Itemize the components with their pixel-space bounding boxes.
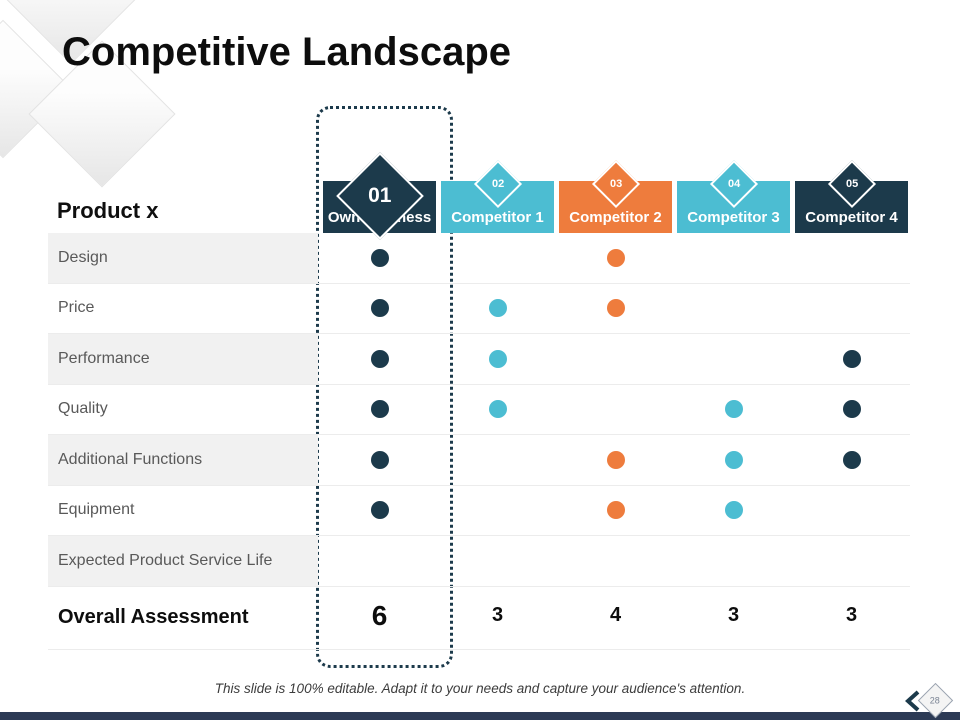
row-label: Quality (58, 400, 108, 418)
rating-dot (370, 501, 389, 520)
column-header-label: Competitor 4 (805, 209, 898, 226)
slide-title: Competitive Landscape (62, 30, 512, 74)
rating-dot (606, 299, 625, 318)
rating-dot (606, 450, 625, 469)
row-label: Additional Functions (48, 435, 318, 485)
rating-dot (370, 248, 389, 267)
summary-row: Overall Assessment 6 3 4 3 3 (48, 587, 910, 650)
rating-dot (370, 299, 389, 318)
rating-dot (842, 450, 861, 469)
column-number: 04 (727, 178, 740, 190)
rating-dot (606, 248, 625, 267)
rating-dot (724, 450, 743, 469)
rating-dot (370, 450, 389, 469)
bottom-accent-bar (0, 712, 960, 720)
row-label: Performance (48, 334, 318, 384)
table-row: Performance (48, 334, 910, 385)
page-number-diamond: 28 (917, 682, 954, 719)
summary-value: 3 (727, 603, 740, 626)
column-number: 05 (845, 178, 858, 190)
rating-dot (488, 349, 507, 368)
summary-value: 6 (371, 599, 388, 631)
rating-dot (606, 501, 625, 520)
column-header: Competitor 1 (441, 181, 554, 233)
rating-dot (370, 400, 389, 419)
rating-dot (488, 400, 507, 419)
column-number: 03 (609, 178, 622, 190)
rating-dot (842, 349, 861, 368)
page-number: 28 (930, 695, 941, 706)
rating-dot (724, 400, 743, 419)
back-chevron-icon[interactable] (904, 690, 920, 712)
row-label: Expected Product Service Life (48, 536, 318, 586)
footer-note: This slide is 100% editable. Adapt it to… (214, 681, 746, 696)
row-label: Design (48, 233, 318, 283)
rating-dot (842, 400, 861, 419)
product-label: Product x (57, 198, 159, 223)
summary-row-label: Overall Assessment (58, 606, 249, 628)
own-business-highlight-border (316, 106, 453, 668)
slide-pager: 28 (904, 682, 954, 719)
rating-dot (488, 299, 507, 318)
table-row: Design (48, 233, 910, 284)
column-number: 01 (367, 183, 392, 207)
table-row: Quality (48, 385, 910, 435)
summary-value: 3 (845, 603, 858, 626)
rating-dot (724, 501, 743, 520)
rating-dot (370, 349, 389, 368)
table-row: Equipment (48, 486, 910, 536)
column-header-label: Competitor 3 (687, 209, 780, 226)
summary-value: 4 (609, 603, 622, 626)
row-label: Price (58, 299, 95, 317)
table-row: Price (48, 284, 910, 334)
row-label: Equipment (58, 501, 135, 519)
table-row: Expected Product Service Life (48, 536, 910, 587)
summary-value: 3 (491, 603, 504, 626)
column-header-label: Competitor 2 (569, 209, 662, 226)
column-number: 02 (491, 178, 504, 190)
table-row: Additional Functions (48, 435, 910, 486)
column-header-label: Competitor 1 (451, 209, 544, 226)
